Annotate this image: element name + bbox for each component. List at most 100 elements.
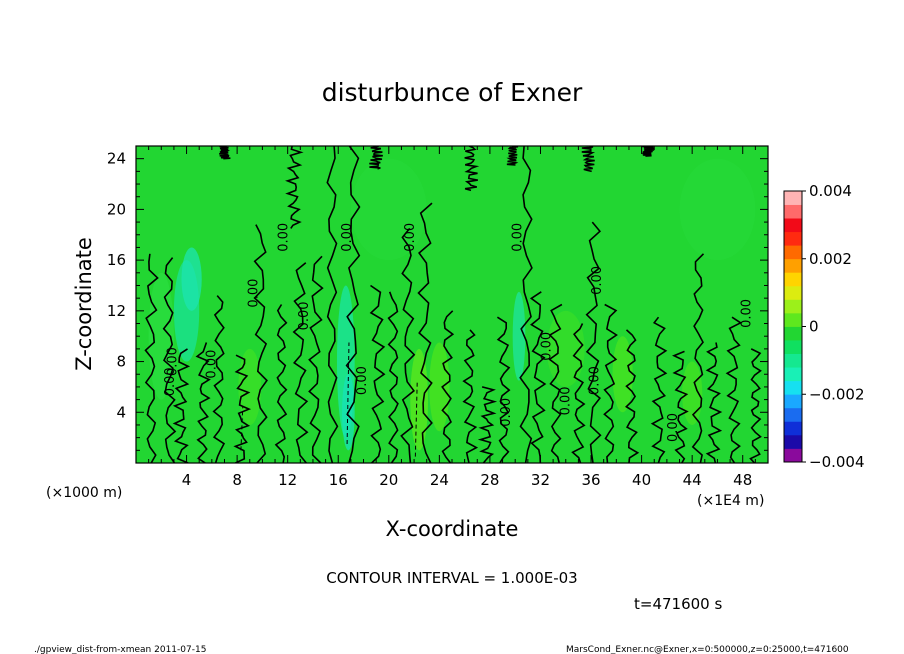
colorbar-tick-label: −0.002	[809, 385, 865, 403]
contour-line	[162, 257, 177, 463]
colorbar-swatch	[784, 299, 802, 314]
plot-area: 0.000.00 0.000.000.000.000.000.000.00 0.00…	[107, 145, 769, 489]
contour-line	[672, 350, 689, 463]
contour-line-negative	[414, 380, 418, 457]
field-patch	[682, 361, 703, 425]
contour-line	[705, 342, 723, 463]
contour-label: 0.00	[739, 299, 754, 328]
contour-label: 0.00	[165, 347, 180, 376]
contour-line	[581, 146, 596, 173]
contour-label: 0.00	[246, 279, 261, 308]
colorbar-swatch	[784, 312, 802, 327]
x-tick-label: 8	[232, 471, 242, 489]
colorbar-swatches	[784, 191, 802, 463]
contour-label: 0.00	[588, 366, 603, 395]
colorbar-swatch	[784, 407, 802, 422]
colorbar-swatch	[784, 353, 802, 368]
contour-line	[642, 146, 655, 157]
x-unit-label: (×1000 m)	[46, 485, 122, 501]
field-patch	[350, 158, 427, 261]
y-tick-label: 4	[116, 403, 126, 421]
time-label: t=471600 s	[634, 595, 722, 613]
contour-label: 0.00	[297, 301, 312, 330]
colorbar: 0.004 0.002 0 −0.002 −0.004	[783, 182, 865, 471]
colorbar-swatch	[784, 326, 802, 341]
contour-line	[144, 253, 159, 463]
contour-line	[285, 146, 304, 229]
field-patch	[612, 336, 633, 413]
contour-label: 0.00	[205, 350, 220, 379]
contour-line	[585, 221, 602, 463]
contour-label: 0.00	[559, 386, 574, 415]
contour-line	[219, 146, 231, 160]
x-tick-label: 36	[581, 471, 600, 489]
contour-line	[441, 310, 455, 463]
contour-label: 0.00	[340, 223, 355, 252]
contour-label: 0.00	[163, 367, 178, 396]
contour-label: 0.00	[590, 266, 605, 295]
y-tick-label: 24	[107, 150, 126, 168]
colorbar-swatch	[784, 285, 802, 300]
colorbar-swatch	[784, 380, 802, 395]
field-patch	[238, 348, 262, 425]
colorbar-swatch	[784, 231, 802, 246]
x-tick-label: 4	[182, 471, 192, 489]
contour-line	[571, 323, 586, 463]
contour-line	[749, 348, 762, 463]
contour-label: 0.00	[403, 223, 418, 252]
contour-line	[462, 329, 479, 463]
colorbar-swatch	[784, 340, 802, 354]
contour-line	[650, 316, 668, 463]
contour-line	[308, 255, 324, 463]
colorbar-swatch	[784, 272, 802, 287]
contour-line	[212, 295, 226, 463]
chart-title: disturbunce of Exner	[322, 78, 583, 107]
contour-line	[417, 202, 433, 463]
contour-line	[345, 146, 361, 463]
contour-line	[292, 262, 309, 463]
contour-line-negative	[240, 405, 244, 451]
field-patch	[410, 348, 428, 451]
y-axis-label: Z-coordinate	[72, 237, 96, 371]
y-tick-label: 20	[107, 200, 126, 218]
x-multiplier-label: (×1E4 m)	[697, 493, 764, 509]
x-tick-label: 20	[379, 471, 398, 489]
colorbar-swatch	[784, 394, 802, 409]
contour-line	[195, 342, 211, 463]
colorbar-swatch	[784, 258, 802, 273]
colorbar-swatch	[784, 218, 802, 233]
y-tick-label: 16	[107, 251, 126, 269]
contour-labels: 0.000.00 0.000.000.000.000.000.000.00 0.00…	[163, 223, 754, 442]
contour-label: 0.00	[511, 223, 526, 252]
x-axis-label: X-coordinate	[386, 517, 519, 541]
colorbar-ticks: 0.004 0.002 0 −0.002 −0.004	[802, 182, 865, 471]
colorbar-tick-label: 0.004	[809, 182, 852, 200]
colorbar-swatch	[784, 434, 802, 449]
contour-line	[625, 329, 640, 463]
field-patch	[679, 158, 756, 261]
colorbar-swatch	[784, 204, 802, 219]
contour-line	[464, 146, 480, 192]
x-tick-label: 44	[683, 471, 702, 489]
contour-label: 0.00	[540, 332, 555, 361]
contour-lines	[144, 146, 762, 463]
contour-interval-note: CONTOUR INTERVAL = 1.000E-03	[326, 569, 577, 587]
y-tick-label: 12	[107, 302, 126, 320]
contour-line	[400, 227, 416, 463]
contour-line	[691, 253, 705, 463]
footer-right: MarsCond_Exner.nc@Exner,x=0:500000,z=0:2…	[566, 645, 849, 654]
field-patch	[429, 342, 450, 432]
contour-line	[603, 303, 618, 463]
field-patch	[512, 291, 526, 381]
x-tick-label: 48	[733, 471, 752, 489]
colorbar-tick-label: 0.002	[809, 250, 852, 268]
contour-line	[529, 291, 547, 463]
footer-left: ./gpview_dist-from-xmean 2011-07-15	[34, 645, 206, 654]
y-axis-ticks: 4 8 12 16 20 24	[107, 150, 768, 451]
colorbar-swatch	[784, 421, 802, 436]
colorbar-swatch	[784, 367, 802, 382]
field-patch	[181, 247, 202, 311]
contour-label: 0.00	[355, 366, 370, 395]
contour-line	[548, 303, 563, 463]
